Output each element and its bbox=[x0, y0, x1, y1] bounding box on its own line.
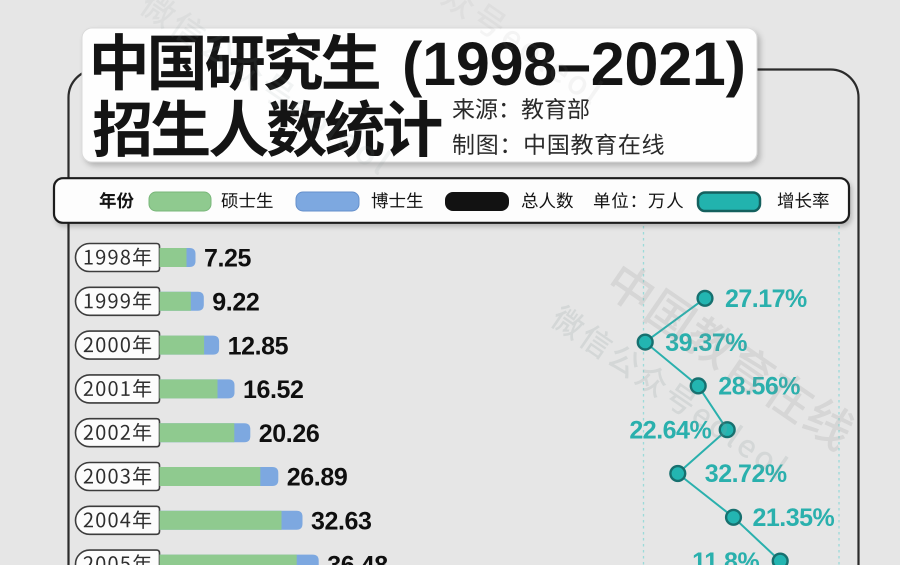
svg-text:36.48: 36.48 bbox=[327, 551, 388, 565]
svg-text:16.52: 16.52 bbox=[243, 376, 304, 404]
svg-text:21.35%: 21.35% bbox=[753, 504, 835, 532]
svg-text:11.8%: 11.8% bbox=[692, 548, 759, 565]
svg-text:26.89: 26.89 bbox=[287, 464, 348, 492]
svg-text:32.63: 32.63 bbox=[311, 508, 372, 536]
svg-text:27.17%: 27.17% bbox=[725, 285, 807, 313]
svg-text:9.22: 9.22 bbox=[212, 289, 259, 317]
svg-text:12.85: 12.85 bbox=[228, 332, 289, 360]
svg-text:(1998–2021): (1998–2021) bbox=[402, 30, 746, 98]
svg-text:20.26: 20.26 bbox=[259, 420, 320, 448]
svg-text:7.25: 7.25 bbox=[204, 245, 252, 273]
svg-text:22.64%: 22.64% bbox=[629, 416, 711, 444]
